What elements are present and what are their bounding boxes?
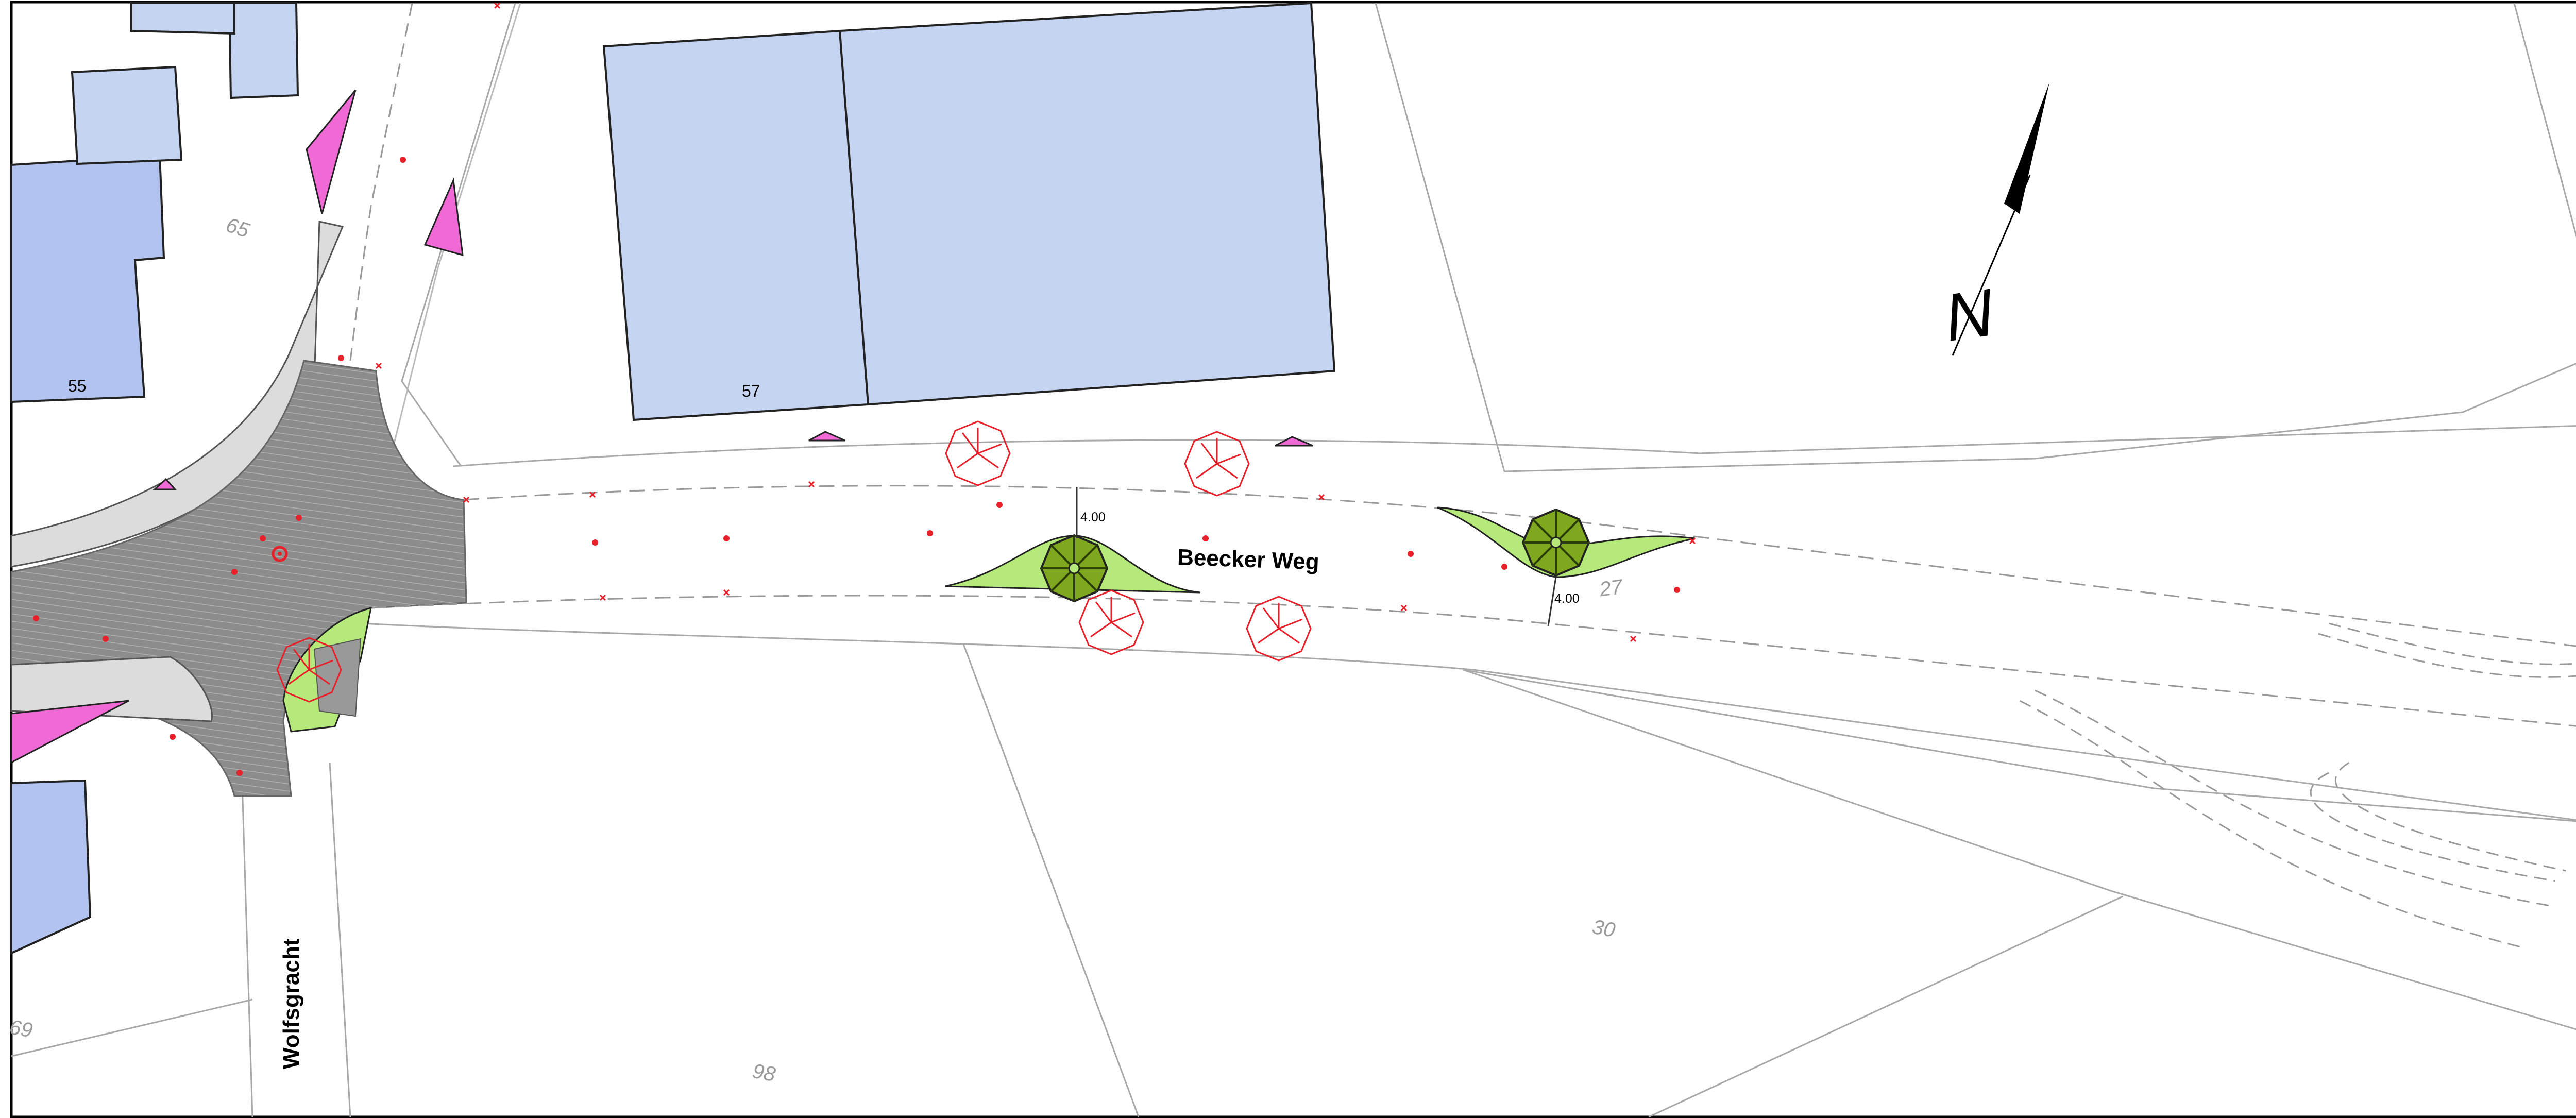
house-number-55: 55 (68, 377, 87, 395)
manhole-icon (272, 546, 288, 562)
parcel-boundaries (11, 3, 2576, 1118)
building-north-small (71, 65, 183, 165)
buildings (10, 2, 1336, 955)
survey-points (33, 157, 1680, 776)
dimension-west: 4.00 (1080, 510, 1106, 524)
building-57-west (602, 29, 870, 421)
building-north-b (228, 2, 299, 99)
north-arrow-icon: N (1940, 82, 2049, 356)
parcel-number-69: 69 (8, 1016, 34, 1042)
building-north-a (130, 2, 235, 35)
parcel-number-30: 30 (1590, 916, 1617, 942)
beecker-weg-edges (360, 425, 2576, 821)
parcel-number-27: 27 (1598, 575, 1625, 601)
street-name-wolfsgracht: Wolfsgracht (279, 938, 304, 1069)
sidewalk-southwest (10, 656, 213, 722)
north-arrow-letter: N (1940, 274, 1998, 355)
house-number-57: 57 (742, 382, 760, 400)
building-57-east (838, 2, 1336, 406)
kerb-points (375, 2, 1696, 642)
dimension-lines (1076, 487, 1557, 626)
pink-markers (10, 90, 1313, 764)
street-name-beecker-weg: Beecker Weg (1177, 545, 1319, 575)
field-tracks (2019, 622, 2576, 949)
building-southwest (10, 779, 92, 955)
parcel-number-98: 98 (751, 1060, 777, 1086)
dimension-east: 4.00 (1554, 591, 1580, 606)
